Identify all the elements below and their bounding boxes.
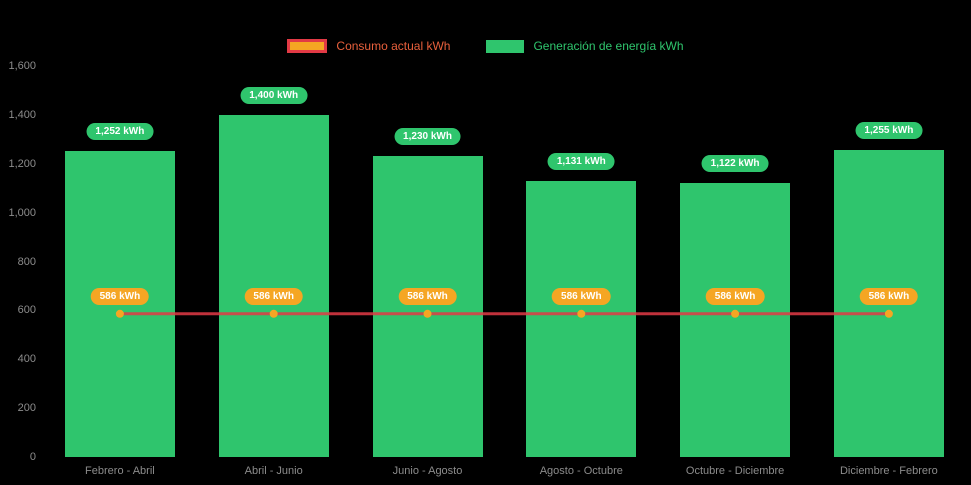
line-value-label: 586 kWh [244,287,303,305]
y-axis-tick-label: 800 [17,255,36,268]
generation-bar[interactable] [680,182,791,457]
consumption-point[interactable] [884,309,893,318]
consumption-point[interactable] [269,309,278,318]
y-axis-tick-label: 1,400 [8,108,36,121]
y-axis-tick-label: 400 [17,353,36,366]
line-value-label: 586 kWh [705,287,765,305]
generation-bar[interactable] [218,114,329,457]
y-axis-tick-label: 200 [17,402,36,415]
consumo-legend-swatch [287,39,328,53]
generacion-legend-label: Generación de energía kWh [533,39,684,53]
y-axis-tick-label: 1,600 [8,60,36,72]
x-axis-category-label: Abril - Junio [244,465,303,477]
line-value-label: 586 kWh [552,287,611,305]
consumo-legend-label: Consumo actual kWh [336,39,451,53]
y-axis-tick-label: 600 [17,304,36,317]
bar-value-label: 1,255 kWh [855,122,923,140]
y-axis-tick-label: 0 [29,451,36,463]
consumption-point[interactable] [423,309,432,318]
generacion-legend-swatch [486,39,525,53]
bar-value-label: 1,230 kWh [394,128,461,146]
bar-value-label: 1,252 kWh [86,123,154,141]
legend-item-consumo[interactable]: Consumo actual kWh [287,39,450,53]
line-value-label: 586 kWh [90,287,150,305]
x-axis-category-label: Octubre - Diciembre [685,465,785,477]
x-axis-category-label: Agosto - Octubre [539,465,623,477]
generation-bar[interactable] [372,156,483,457]
y-axis-tick-label: 1,200 [8,157,36,170]
consumption-point[interactable] [731,309,740,318]
consumption-point[interactable] [577,309,586,318]
bar-value-label: 1,400 kWh [240,86,308,104]
generation-bar[interactable] [526,180,637,457]
x-axis-category-label: Diciembre - Febrero [839,465,938,477]
line-value-label: 586 kWh [859,287,919,305]
bar-value-label: 1,122 kWh [701,154,769,172]
y-axis-tick-label: 1,000 [8,206,36,219]
chart-legend: Consumo actual kWh Generación de energía… [0,39,971,53]
bar-value-label: 1,131 kWh [547,152,615,170]
legend-item-generacion[interactable]: Generación de energía kWh [486,39,684,53]
x-axis-category-label: Junio - Agosto [392,465,463,477]
line-value-label: 586 kWh [398,287,457,305]
consumption-point[interactable] [115,309,124,318]
x-axis-category-label: Febrero - Abril [85,465,155,477]
